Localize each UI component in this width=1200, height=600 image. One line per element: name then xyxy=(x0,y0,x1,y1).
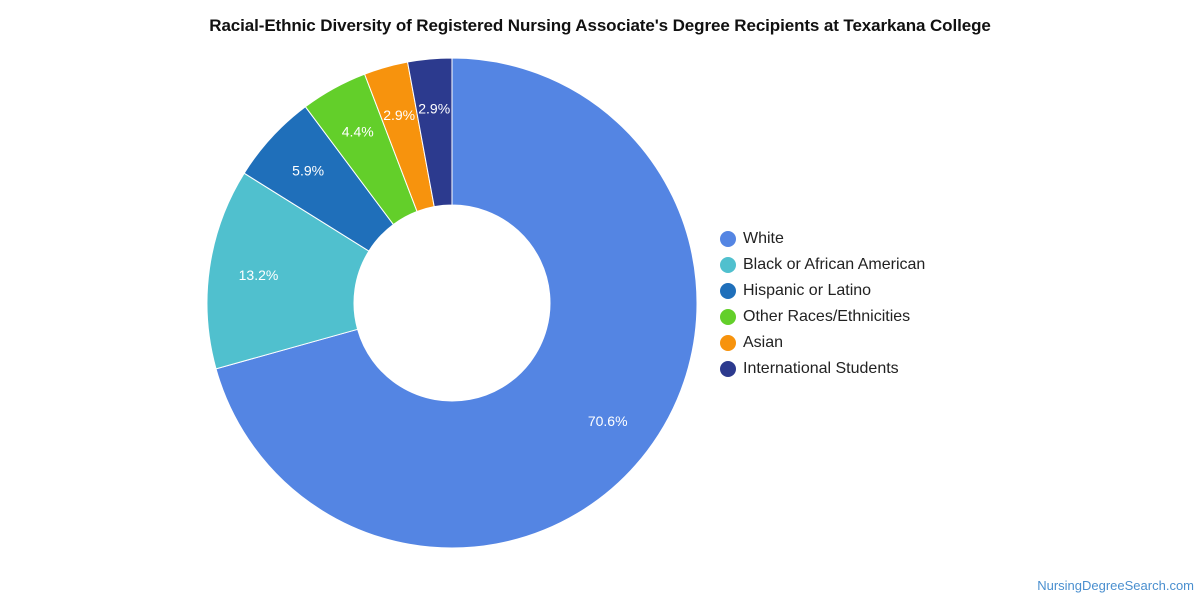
legend-item-5[interactable]: International Students xyxy=(720,356,925,382)
legend-item-0[interactable]: White xyxy=(720,226,925,252)
legend-label: Asian xyxy=(743,334,784,351)
legend-label: International Students xyxy=(743,360,899,377)
legend-label: Black or African American xyxy=(743,256,926,273)
legend-swatch xyxy=(720,361,736,377)
legend-item-3[interactable]: Other Races/Ethnicities xyxy=(720,304,925,330)
slice-label-0: 70.6% xyxy=(588,413,628,429)
donut-chart: 70.6% 13.2% 5.9% 4.4% 2.9% 2.9% xyxy=(206,57,698,549)
legend-item-1[interactable]: Black or African American xyxy=(720,252,925,278)
chart-legend: White Black or African American Hispanic o… xyxy=(720,226,925,382)
legend-swatch xyxy=(720,231,736,247)
legend-item-4[interactable]: Asian xyxy=(720,330,925,356)
legend-label: Other Races/Ethnicities xyxy=(743,308,911,325)
legend-swatch xyxy=(720,309,736,325)
slice-label-5: 2.9% xyxy=(418,100,450,116)
slice-5[interactable] xyxy=(406,57,453,208)
slice-0[interactable] xyxy=(215,57,698,549)
slice-1[interactable] xyxy=(206,172,370,370)
legend-label: Hispanic or Latino xyxy=(743,282,872,299)
slice-label-1: 13.2% xyxy=(239,267,279,283)
legend-swatch xyxy=(720,283,736,299)
site-watermark[interactable]: NursingDegreeSearch.com xyxy=(1037,578,1194,593)
chart-title: Racial-Ethnic Diversity of Registered Nu… xyxy=(209,16,991,35)
legend-swatch xyxy=(720,335,736,351)
legend-swatch xyxy=(720,257,736,273)
slice-label-4: 2.9% xyxy=(383,107,415,123)
legend-item-2[interactable]: Hispanic or Latino xyxy=(720,278,925,304)
legend-label: White xyxy=(743,230,784,247)
slice-label-3: 4.4% xyxy=(342,124,374,140)
slice-label-2: 5.9% xyxy=(292,163,324,179)
